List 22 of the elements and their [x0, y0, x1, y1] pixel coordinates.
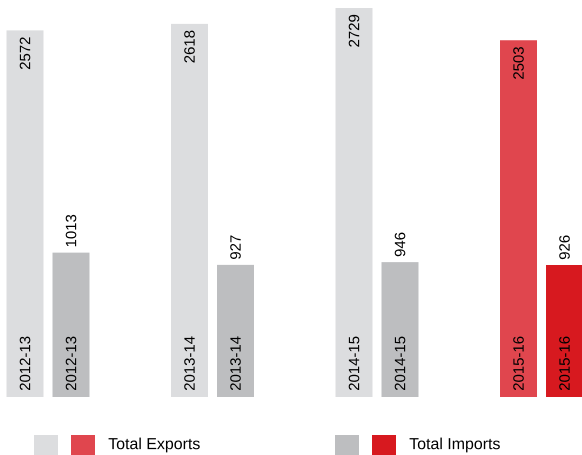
x-tick-label: 2013-14 [184, 336, 195, 390]
x-tick-label: 2015-16 [513, 336, 524, 390]
x-tick-label: 2012-13 [20, 336, 30, 390]
bar [382, 262, 419, 397]
bar [500, 40, 538, 397]
bar [217, 264, 254, 397]
legend-label: Total Imports [410, 438, 500, 452]
data-label: 1013 [66, 214, 76, 246]
bar [546, 265, 582, 397]
legend-label: Total Exports [108, 438, 200, 452]
bar [6, 30, 44, 397]
bar [52, 252, 90, 397]
bar [171, 24, 208, 397]
data-label: 927 [230, 235, 241, 259]
bar [336, 8, 373, 397]
data-label: 2503 [513, 47, 524, 79]
data-label: 946 [394, 232, 406, 256]
x-tick-label: 2014-15 [348, 336, 360, 390]
data-label: 2572 [20, 37, 30, 70]
data-label: 2618 [184, 30, 195, 63]
data-label: 2729 [348, 14, 360, 47]
data-label: 926 [559, 236, 570, 260]
